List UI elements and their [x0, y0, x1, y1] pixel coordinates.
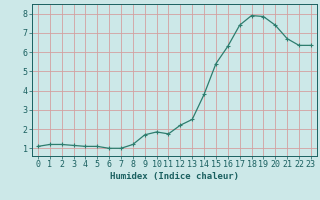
- X-axis label: Humidex (Indice chaleur): Humidex (Indice chaleur): [110, 172, 239, 181]
